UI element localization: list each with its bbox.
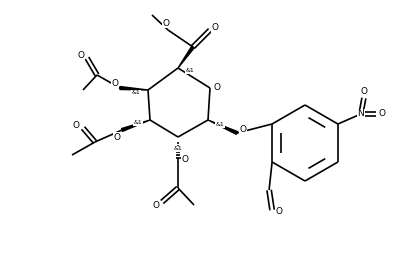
Text: O: O: [182, 155, 189, 164]
Text: O: O: [112, 78, 119, 87]
Text: O: O: [275, 207, 283, 216]
Text: &1: &1: [134, 121, 142, 125]
Text: N: N: [358, 109, 364, 118]
Polygon shape: [178, 46, 194, 68]
Text: O: O: [213, 84, 220, 93]
Text: O: O: [360, 87, 367, 96]
Text: O: O: [152, 201, 160, 210]
Polygon shape: [208, 120, 238, 134]
Text: &1: &1: [216, 123, 224, 127]
Text: O: O: [211, 23, 219, 32]
Polygon shape: [120, 87, 148, 90]
Text: &1: &1: [132, 90, 140, 96]
Text: O: O: [114, 133, 121, 142]
Text: &1: &1: [174, 146, 182, 151]
Text: O: O: [162, 19, 169, 27]
Text: O: O: [239, 124, 246, 133]
Text: O: O: [72, 121, 79, 130]
Text: O: O: [378, 109, 386, 118]
Polygon shape: [121, 120, 150, 131]
Text: O: O: [77, 51, 84, 60]
Text: &1: &1: [185, 69, 195, 74]
